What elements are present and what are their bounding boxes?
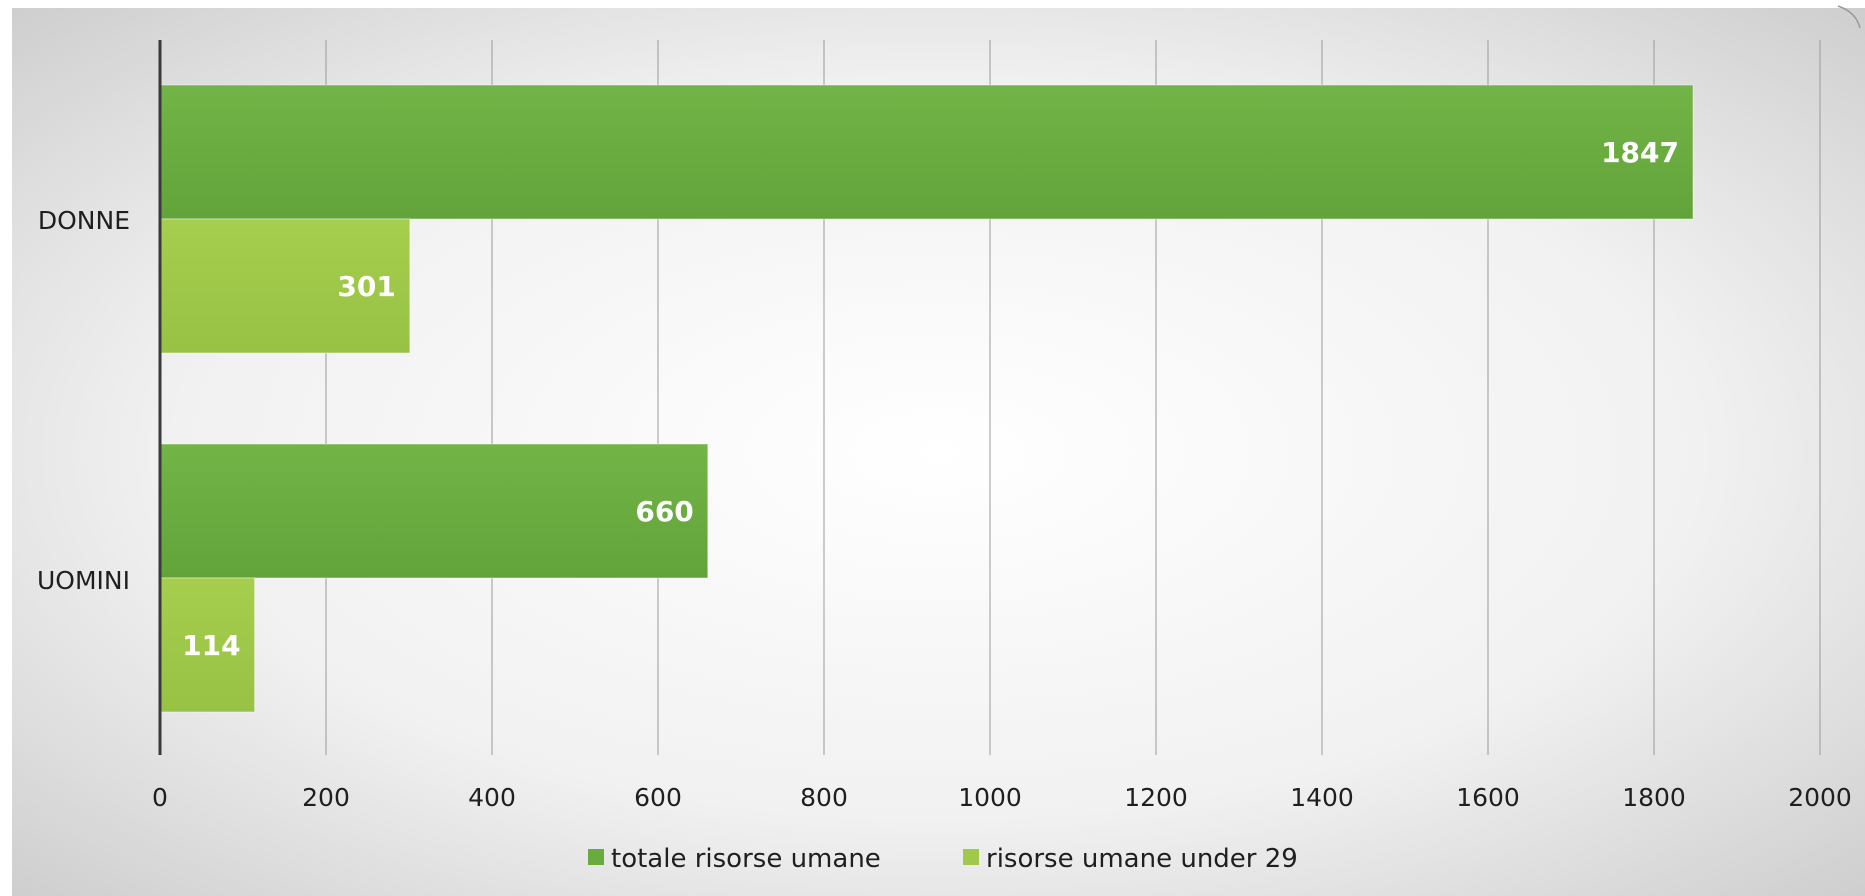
bar-uomini-series-0 <box>159 443 709 579</box>
legend-swatch-under29 <box>963 849 979 865</box>
bar-donne-series-0 <box>159 84 1694 220</box>
data-label-donne-series-0: 1847 <box>1601 136 1679 169</box>
x-tick-label-1600: 1600 <box>1456 783 1520 812</box>
x-tick-label-400: 400 <box>468 783 516 812</box>
x-tick-label-0: 0 <box>152 783 168 812</box>
data-label-donne-series-1: 301 <box>337 270 395 303</box>
x-tick-label-800: 800 <box>800 783 848 812</box>
legend-label-totale: totale risorse umane <box>611 844 881 874</box>
x-tick-label-200: 200 <box>302 783 350 812</box>
legend: totale risorse umane risorse umane under… <box>588 844 1298 874</box>
data-label-uomini-series-1: 114 <box>182 629 240 662</box>
x-tick-label-1000: 1000 <box>958 783 1022 812</box>
category-label-uomini: UOMINI <box>37 566 130 595</box>
x-tick-label-1400: 1400 <box>1290 783 1354 812</box>
legend-label-under29: risorse umane under 29 <box>986 844 1298 874</box>
data-label-uomini-series-0: 660 <box>635 495 693 528</box>
data-labels: 1847 301 660 114 <box>182 136 1679 662</box>
x-tick-label-1200: 1200 <box>1124 783 1188 812</box>
bars <box>159 84 1694 713</box>
slide-corner-curve <box>1837 5 1861 29</box>
x-tick-label-1800: 1800 <box>1622 783 1686 812</box>
x-tick-label-600: 600 <box>634 783 682 812</box>
bar-donne-series-1 <box>159 218 411 354</box>
legend-swatch-totale <box>588 849 604 865</box>
x-tick-label-2000: 2000 <box>1788 783 1852 812</box>
x-axis-tick-labels: 0 200 400 600 800 1000 1200 1400 1600 1800 2000 <box>152 783 1852 812</box>
bar-uomini-series-1 <box>159 577 256 713</box>
category-label-donne: DONNE <box>38 206 130 235</box>
